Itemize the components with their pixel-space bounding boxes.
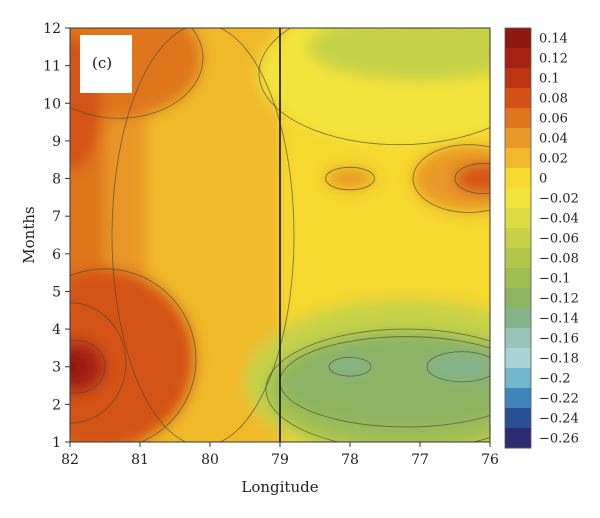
y-tick-label: 12 bbox=[43, 21, 61, 37]
x-tick-label: 76 bbox=[481, 452, 499, 468]
colorbar-label: −0.26 bbox=[539, 432, 579, 447]
field-east-warm bbox=[413, 144, 490, 213]
field-min-west bbox=[329, 357, 371, 377]
colorbar-swatch bbox=[505, 348, 531, 369]
colorbar-label: −0.04 bbox=[539, 212, 579, 227]
colorbar-swatch bbox=[505, 228, 531, 249]
colorbar-swatch bbox=[505, 208, 531, 229]
colorbar-swatch bbox=[505, 368, 531, 389]
y-tick-label: 1 bbox=[52, 435, 61, 451]
contour-outline-8 bbox=[412, 144, 490, 213]
field-east-spot bbox=[325, 167, 375, 190]
contour-outline-13 bbox=[111, 28, 295, 442]
colorbar-swatch bbox=[505, 328, 531, 349]
field-red-core bbox=[70, 340, 105, 394]
colorbar-label: 0.04 bbox=[539, 132, 568, 147]
contour-outline-10 bbox=[325, 166, 375, 191]
y-tick-label: 8 bbox=[52, 172, 61, 188]
y-tick-label: 10 bbox=[43, 96, 61, 112]
colorbar-swatch bbox=[505, 268, 531, 289]
contour-outline-11 bbox=[258, 28, 490, 146]
colorbar-swatch bbox=[505, 188, 531, 209]
contour-outline-9 bbox=[454, 163, 490, 195]
colorbar-swatch bbox=[505, 388, 531, 409]
y-tick-label: 7 bbox=[52, 209, 61, 225]
contour-outline-1 bbox=[70, 268, 197, 442]
panel-label-background bbox=[80, 35, 132, 93]
colorbar-swatch bbox=[505, 108, 531, 129]
y-tick-label: 2 bbox=[52, 397, 61, 413]
colorbar-swatch bbox=[505, 148, 531, 169]
x-tick-label: 78 bbox=[341, 452, 359, 468]
field-min-east bbox=[427, 351, 490, 382]
y-axis-title: Months bbox=[20, 206, 38, 263]
panel-label-box: (c) bbox=[80, 35, 132, 93]
x-axis-title: Longitude bbox=[241, 478, 318, 496]
y-tick-label: 4 bbox=[52, 322, 61, 338]
field-east-top-deep bbox=[308, 28, 490, 81]
contour-outline-5 bbox=[265, 328, 490, 442]
field-east-low-deep bbox=[280, 336, 490, 427]
colorbar-swatch bbox=[505, 408, 531, 429]
colorbar-swatch bbox=[505, 128, 531, 149]
colorbar-label: −0.24 bbox=[539, 412, 579, 427]
x-tick-label: 82 bbox=[61, 452, 79, 468]
y-tick-label: 11 bbox=[43, 59, 61, 75]
y-tick-label: 6 bbox=[52, 247, 61, 263]
colorbar-label: 0.08 bbox=[539, 92, 568, 107]
x-tick-label: 80 bbox=[201, 452, 219, 468]
colorbar-swatch bbox=[505, 68, 531, 89]
contour-outline-7 bbox=[426, 351, 490, 383]
colorbar-swatch bbox=[505, 288, 531, 309]
colorbar-label: 0 bbox=[539, 172, 547, 187]
y-tick-label: 5 bbox=[52, 284, 61, 300]
colorbar-label: −0.08 bbox=[539, 252, 579, 267]
colorbar-label: −0.02 bbox=[539, 192, 579, 207]
contour-outline-3 bbox=[70, 339, 106, 394]
y-tick-label: 9 bbox=[52, 134, 61, 150]
colorbar-swatch bbox=[505, 48, 531, 69]
panel-label: (c) bbox=[92, 54, 112, 72]
colorbar-label: 0.1 bbox=[539, 72, 560, 87]
colorbar-label: −0.12 bbox=[539, 292, 579, 307]
colorbar-label: 0.14 bbox=[539, 32, 568, 47]
colorbar-label: −0.1 bbox=[539, 272, 571, 287]
colorbar-frame bbox=[504, 27, 532, 449]
y-tick-label: 3 bbox=[52, 360, 61, 376]
colorbar-label: −0.14 bbox=[539, 312, 579, 327]
colorbar-swatch bbox=[505, 28, 531, 49]
colorbar-label: −0.16 bbox=[539, 332, 579, 347]
colorbar-label: 0.02 bbox=[539, 152, 568, 167]
contour-outline-6 bbox=[328, 356, 372, 377]
colorbar-swatch bbox=[505, 248, 531, 269]
colorbar-label: −0.06 bbox=[539, 232, 579, 247]
colorbar-label: −0.22 bbox=[539, 392, 579, 407]
colorbar-label: 0.12 bbox=[539, 52, 568, 67]
x-tick-label: 77 bbox=[411, 452, 429, 468]
colorbar-swatch bbox=[505, 308, 531, 329]
contour-lines bbox=[70, 28, 490, 442]
field-east-warm-core bbox=[455, 163, 490, 194]
x-axis: 82 81 80 79 78 77 76 bbox=[61, 442, 499, 468]
colorbar-swatch bbox=[505, 428, 531, 449]
x-tick-label: 81 bbox=[131, 452, 149, 468]
contour-outline-2 bbox=[70, 302, 127, 424]
colorbar-swatch bbox=[505, 88, 531, 109]
colorbar-label: −0.18 bbox=[539, 352, 579, 367]
field-max bbox=[70, 355, 83, 379]
colorbar: 0.14 0.12 0.1 0.08 0.06 0.04 0.02 0 −0.02 −0.04 −0… bbox=[504, 27, 579, 449]
contour-outline-12 bbox=[70, 28, 204, 119]
colorbar-label: −0.2 bbox=[539, 372, 571, 387]
colorbar-label: 0.06 bbox=[539, 112, 568, 127]
x-tick-label: 79 bbox=[271, 452, 289, 468]
colorbar-swatch bbox=[505, 168, 531, 189]
